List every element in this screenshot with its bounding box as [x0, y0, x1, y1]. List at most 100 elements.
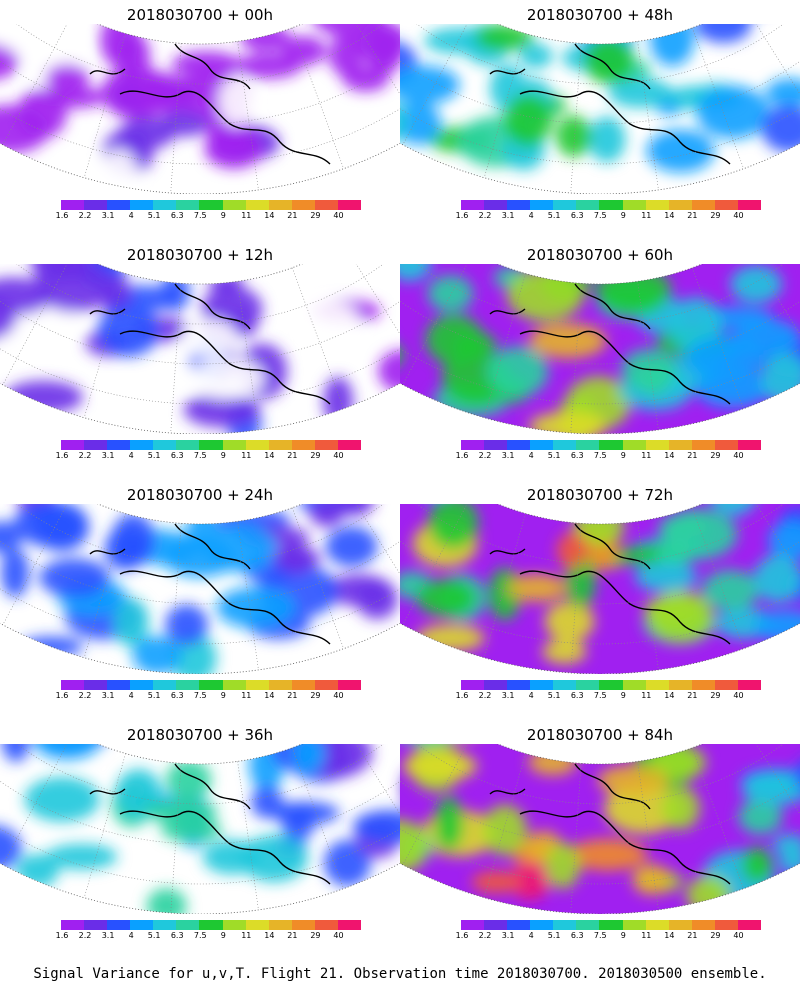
color-scale-swatch: [314, 920, 338, 930]
color-scale-swatch: [461, 680, 485, 690]
color-scale-tick-label: 40: [733, 931, 744, 940]
color-scale-bar: [461, 200, 762, 210]
color-scale-swatch: [576, 920, 600, 930]
color-scale-tick-label: 6.3: [570, 211, 584, 220]
color-scale-tick-label: 3.1: [101, 451, 115, 460]
coastline: [489, 43, 731, 165]
color-scale-swatch: [530, 440, 554, 450]
color-scale-tick-label: 21: [687, 691, 698, 700]
color-scale-swatch: [714, 920, 738, 930]
color-scale-swatch: [199, 920, 223, 930]
color-scale-tick-label: 1.6: [55, 691, 69, 700]
color-scale-tick-label: 4: [528, 931, 534, 940]
color-scale-swatch: [645, 680, 669, 690]
forecast-panel-12h: 2018030700 + 12h 1.6 2.2 3.1 4 5.1 6.3 7.5 9 11 1…: [0, 240, 400, 486]
color-scale-tick-label: 11: [641, 451, 652, 460]
variance-field: [0, 264, 400, 434]
color-scale-swatch: [107, 920, 131, 930]
color-scale-tick-label: 40: [333, 451, 344, 460]
color-scale-swatch: [553, 440, 577, 450]
color-scale-tick-label: 6.3: [570, 931, 584, 940]
color-scale-tick-label: 6.3: [570, 691, 584, 700]
color-scale-swatch: [245, 680, 269, 690]
color-scale-swatch: [622, 680, 646, 690]
color-scale-swatch: [268, 440, 292, 450]
color-scale-tick-label: 5.1: [147, 931, 161, 940]
color-scale-swatch: [645, 440, 669, 450]
color-scale-labels: 1.6 2.2 3.1 4 5.1 6.3 7.5 9 11 14 21 29 40: [52, 451, 372, 463]
color-scale-tick-label: 29: [310, 691, 321, 700]
color-scale-tick-label: 1.6: [455, 211, 469, 220]
color-scale-swatch: [84, 440, 108, 450]
color-scale-swatch: [314, 200, 338, 210]
color-scale-tick-label: 7.5: [593, 451, 607, 460]
color-scale-tick-label: 40: [333, 211, 344, 220]
color-scale-tick-label: 21: [687, 211, 698, 220]
variance-field: [0, 24, 400, 194]
color-scale-swatch: [622, 200, 646, 210]
color-scale-swatch: [291, 440, 315, 450]
color-scale-tick-label: 5.1: [147, 451, 161, 460]
color-scale-tick-label: 4: [528, 451, 534, 460]
color-scale-tick-label: 40: [333, 691, 344, 700]
color-scale-swatch: [222, 200, 246, 210]
map-boundary: [400, 264, 800, 434]
color-scale-tick-label: 14: [264, 691, 275, 700]
color-scale-swatch: [530, 680, 554, 690]
color-scale-tick-label: 1.6: [455, 931, 469, 940]
color-scale-swatch: [507, 680, 531, 690]
color-scale-tick-label: 40: [733, 691, 744, 700]
color-scale-tick-label: 4: [128, 211, 134, 220]
color-scale-tick-label: 5.1: [547, 691, 561, 700]
panel-title: 2018030700 + 72h: [526, 486, 674, 504]
color-scale-swatch: [107, 200, 131, 210]
color-scale-swatch: [507, 440, 531, 450]
color-scale-tick-label: 9: [620, 931, 626, 940]
color-scale-swatch: [461, 200, 485, 210]
color-scale-tick-label: 40: [733, 211, 744, 220]
color-scale-tick-label: 21: [287, 211, 298, 220]
map-boundary: [0, 24, 400, 194]
color-scale-bar: [61, 440, 362, 450]
color-scale-tick-label: 2.2: [78, 691, 92, 700]
color-scale-tick-label: 14: [664, 931, 675, 940]
color-scale-tick-label: 11: [641, 211, 652, 220]
color-scale-tick-label: 3.1: [101, 931, 115, 940]
color-scale-swatch: [130, 440, 154, 450]
color-scale-tick-label: 29: [710, 451, 721, 460]
color-scale-tick-label: 29: [310, 451, 321, 460]
variance-field: [0, 504, 400, 674]
color-scale-swatch: [599, 200, 623, 210]
color-scale-swatch: [199, 440, 223, 450]
color-scale-swatch: [484, 200, 508, 210]
coastline: [89, 283, 331, 405]
color-scale-tick-label: 5.1: [147, 691, 161, 700]
color-scale-tick-label: 4: [128, 691, 134, 700]
color-scale-tick-label: 4: [128, 931, 134, 940]
color-scale-swatch: [668, 920, 692, 930]
color-scale-tick-label: 5.1: [147, 211, 161, 220]
color-scale-tick-label: 9: [620, 211, 626, 220]
color-scale-tick-label: 14: [264, 451, 275, 460]
color-scale-swatch: [61, 440, 85, 450]
color-scale-swatch: [576, 440, 600, 450]
signal-variance-map: [400, 24, 800, 194]
color-scale-swatch: [737, 440, 762, 450]
signal-variance-map: [0, 744, 400, 914]
color-scale-swatch: [245, 200, 269, 210]
color-scale-tick-label: 2.2: [478, 211, 492, 220]
color-scale-swatch: [484, 680, 508, 690]
color-scale-swatch: [691, 680, 715, 690]
color-scale-tick-label: 4: [528, 211, 534, 220]
color-scale-swatch: [337, 200, 362, 210]
color-scale-tick-label: 14: [264, 931, 275, 940]
panel-title: 2018030700 + 36h: [126, 726, 274, 744]
coastline: [89, 43, 331, 165]
color-scale-swatch: [153, 920, 177, 930]
color-scale-swatch: [691, 440, 715, 450]
forecast-panel-24h: 2018030700 + 24h 1.6 2.2 3.1 4 5.1 6.3 7.5 9 11 1…: [0, 480, 400, 726]
color-scale-swatch: [268, 680, 292, 690]
color-scale-swatch: [622, 920, 646, 930]
color-scale-tick-label: 5.1: [547, 931, 561, 940]
variance-field: [400, 264, 800, 434]
